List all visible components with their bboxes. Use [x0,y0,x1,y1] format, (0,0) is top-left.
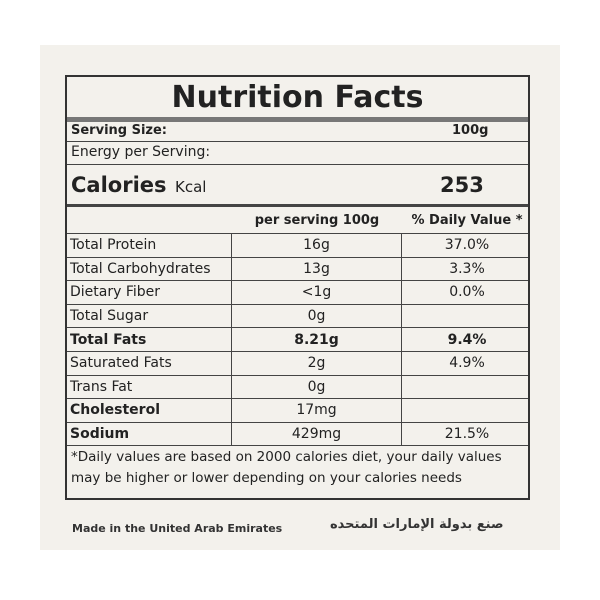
title-row: Nutrition Facts [67,77,528,122]
energy-label: Energy per Serving: [71,144,211,160]
origin-arabic: صنع بدولة الإمارات المتحده [330,517,504,532]
daily-value: 9.4% [447,331,487,348]
nutrient-name: Sodium [67,422,232,446]
nutrient-row: Sodium 429mg 21.5% [67,422,528,447]
nutrient-name: Total Protein [67,234,232,257]
daily-value [402,399,532,422]
daily-value: 21.5% [444,426,490,443]
nutrition-label: Nutrition Facts Serving Size: 100g Energ… [65,75,530,500]
nutrient-row: Total Protein 16g 37.0% [67,234,528,258]
nutrient-row: Total Carbohydrates 13g 3.3% [67,257,528,282]
package [40,45,560,550]
header-row: per serving 100g % Daily Value * [67,207,528,234]
serving-label: Serving Size: [71,123,168,138]
amount: <1g [232,281,402,304]
amount: 8.21g [232,328,402,351]
nutrient-row: Total Fats 8.21g 9.4% [67,328,528,352]
calories-value: 253 [440,173,484,197]
nutrient-row: Dietary Fiber <1g 0.0% [67,281,528,305]
calories-label: Calories [71,173,167,197]
serving-value: 100g [452,123,489,138]
amount: 2g [232,352,402,375]
nutrient-name: Saturated Fats [67,352,232,375]
nutrient-row: Cholesterol 17mg [67,399,528,423]
daily-value: 0.0% [449,284,485,301]
amount: 429mg [232,422,402,446]
nutrient-row: Saturated Fats 2g 4.9% [67,352,528,376]
amount: 16g [232,234,402,257]
nutrient-row: Total Sugar 0g [67,304,528,329]
nutrient-name: Total Fats [67,328,232,351]
daily-value: 3.3% [449,260,485,277]
calories-unit: Kcal [175,178,207,196]
daily-value: 37.0% [444,237,490,254]
title: Nutrition Facts [171,80,424,115]
amount: 17mg [232,399,402,422]
nutrient-name: Total Sugar [67,304,232,328]
nutrient-row: Trans Fat 0g [67,375,528,400]
nutrient-name: Cholesterol [67,399,232,422]
daily-value [402,376,532,399]
column-header: per serving 100g [254,212,380,228]
daily-value [402,305,532,328]
amount: 0g [232,304,402,328]
daily-value: 4.9% [449,355,485,372]
column-header: % Daily Value * [411,212,523,228]
energy-row: Energy per Serving: [67,142,528,165]
amount: 0g [232,375,402,399]
calories-row: Calories Kcal 253 [67,165,528,207]
nutrient-name: Total Carbohydrates [67,257,232,281]
serving-row: Serving Size: 100g [67,122,528,142]
nutrient-name: Dietary Fiber [67,281,232,304]
amount: 13g [232,257,402,281]
footnote: *Daily values are based on 2000 calories… [71,449,502,486]
origin: Made in the United Arab Emirates [72,522,283,535]
nutrient-name: Trans Fat [67,375,232,399]
